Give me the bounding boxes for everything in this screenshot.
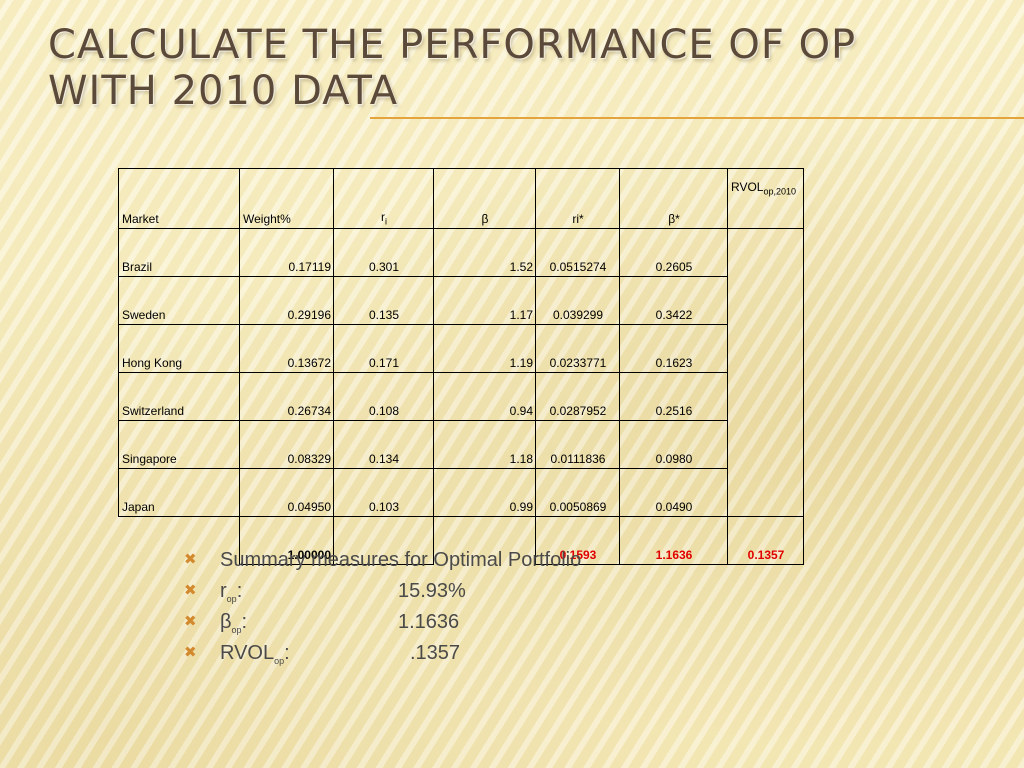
summary-label: RVOLop: — [220, 642, 290, 666]
cell-beta: 0.94 — [433, 372, 536, 421]
x-bullet-icon: ✖ — [184, 551, 197, 568]
cell-beta-star: 0.0490 — [619, 468, 728, 517]
totals-spacer — [118, 516, 240, 565]
cell-beta-star: 0.1623 — [619, 324, 728, 373]
header-ri-star: ri* — [535, 168, 620, 229]
slide-title-line2: WITH 2010 DATA — [48, 68, 399, 114]
cell-weight: 0.17119 — [239, 228, 334, 277]
summary-label: βop: — [220, 611, 248, 635]
cell-beta: 0.99 — [433, 468, 536, 517]
cell-rvol — [727, 228, 804, 277]
summary-label: rop: — [220, 580, 243, 604]
header-rvol: RVOLop,2010 — [727, 168, 804, 229]
summary-list: ✖ Summary measures for Optimal Portfolio… — [180, 546, 581, 670]
cell-weight: 0.13672 — [239, 324, 334, 373]
summary-item-rop: ✖ rop: 15.93% — [180, 577, 581, 608]
cell-beta-star: 0.0980 — [619, 420, 728, 469]
table-row: Hong Kong 0.13672 0.171 1.19 0.0233771 0… — [118, 324, 804, 373]
cell-rvol — [727, 324, 804, 373]
totals-empty-beta — [433, 516, 536, 565]
cell-weight: 0.29196 — [239, 276, 334, 325]
cell-rvol — [727, 372, 804, 421]
total-weight: 1.00000 — [239, 516, 334, 565]
cell-weight: 0.26734 — [239, 372, 334, 421]
summary-value: .1357 — [410, 642, 461, 664]
table-row: Brazil 0.17119 0.301 1.52 0.0515274 0.26… — [118, 228, 804, 277]
cell-ri-star: 0.039299 — [535, 276, 620, 325]
cell-market: Singapore — [118, 420, 240, 469]
cell-ri-star: 0.0287952 — [535, 372, 620, 421]
cell-ri: 0.103 — [333, 468, 434, 517]
table-row: Singapore 0.08329 0.134 1.18 0.0111836 0… — [118, 420, 804, 469]
x-bullet-icon: ✖ — [184, 582, 197, 599]
summary-heading-item: ✖ Summary measures for Optimal Portfolio — [180, 546, 581, 577]
cell-ri-star: 0.0050869 — [535, 468, 620, 517]
cell-market: Sweden — [118, 276, 240, 325]
total-rvol: 0.1357 — [727, 516, 804, 565]
cell-market: Brazil — [118, 228, 240, 277]
summary-heading: Summary measures for Optimal Portfolio — [220, 549, 582, 571]
table-row: Sweden 0.29196 0.135 1.17 0.039299 0.342… — [118, 276, 804, 325]
cell-beta: 1.18 — [433, 420, 536, 469]
summary-value: 15.93% — [398, 580, 466, 602]
table-totals-row: 1.00000 0.1593 1.1636 0.1357 — [118, 516, 804, 565]
cell-market: Switzerland — [118, 372, 240, 421]
cell-ri: 0.108 — [333, 372, 434, 421]
cell-beta-star: 0.3422 — [619, 276, 728, 325]
cell-beta: 1.17 — [433, 276, 536, 325]
summary-value: 1.1636 — [398, 611, 460, 633]
cell-beta: 1.19 — [433, 324, 536, 373]
cell-rvol — [727, 276, 804, 325]
header-ri: ri — [333, 168, 434, 229]
total-beta-star: 1.1636 — [619, 516, 728, 565]
header-beta-star: β* — [619, 168, 728, 229]
table-header-row: Market Weight% ri β ri* β* RVOLop,2010 — [118, 168, 804, 229]
cell-ri: 0.134 — [333, 420, 434, 469]
slide-title-line1: CALCULATE THE PERFORMANCE OF OP — [48, 22, 857, 68]
cell-ri-star: 0.0111836 — [535, 420, 620, 469]
cell-market: Japan — [118, 468, 240, 517]
x-bullet-icon: ✖ — [184, 613, 197, 630]
table-row: Switzerland 0.26734 0.108 0.94 0.0287952… — [118, 372, 804, 421]
cell-beta-star: 0.2605 — [619, 228, 728, 277]
table-row: Japan 0.04950 0.103 0.99 0.0050869 0.049… — [118, 468, 804, 517]
cell-ri: 0.301 — [333, 228, 434, 277]
cell-ri-star: 0.0515274 — [535, 228, 620, 277]
header-weight: Weight% — [239, 168, 334, 229]
cell-rvol — [727, 468, 804, 517]
cell-ri: 0.135 — [333, 276, 434, 325]
cell-rvol — [727, 420, 804, 469]
title-divider — [370, 117, 1024, 119]
cell-beta-star: 0.2516 — [619, 372, 728, 421]
cell-ri-star: 0.0233771 — [535, 324, 620, 373]
x-bullet-icon: ✖ — [184, 644, 197, 661]
summary-item-rvol-op: ✖ RVOLop: .1357 — [180, 639, 581, 670]
cell-market: Hong Kong — [118, 324, 240, 373]
total-ri-star: 0.1593 — [535, 516, 620, 565]
cell-beta: 1.52 — [433, 228, 536, 277]
summary-item-beta-op: ✖ βop: 1.1636 — [180, 608, 581, 639]
cell-ri: 0.171 — [333, 324, 434, 373]
totals-empty-ri — [333, 516, 434, 565]
slide-title: CALCULATE THE PERFORMANCE OF OP WITH 201… — [48, 22, 856, 114]
header-beta: β — [433, 168, 536, 229]
cell-weight: 0.08329 — [239, 420, 334, 469]
performance-table: Market Weight% ri β ri* β* RVOLop,2010 B… — [118, 168, 804, 565]
header-market: Market — [118, 168, 240, 229]
cell-weight: 0.04950 — [239, 468, 334, 517]
